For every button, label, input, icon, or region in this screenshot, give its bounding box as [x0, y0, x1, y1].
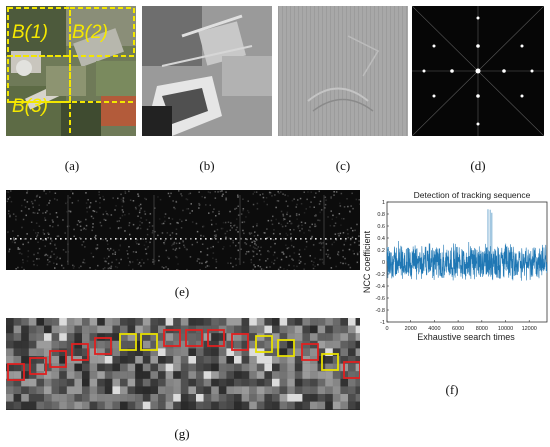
caption-d: (d)	[470, 158, 486, 173]
tracking-box	[163, 329, 181, 347]
x-tick-labels: 0 2000 4000 6000 8000 10000 12000	[385, 320, 537, 332]
x-tick-label: 4000	[428, 326, 440, 332]
texture-image-svg	[278, 6, 408, 136]
y-tick-label: -0.8	[376, 308, 385, 314]
y-tick-label: -1	[380, 320, 385, 326]
strip-bright-row	[10, 238, 357, 240]
x-tick-label: 0	[385, 326, 388, 332]
x-tick-label: 6000	[452, 326, 464, 332]
x-axis-label: Exhaustive search times	[417, 332, 515, 342]
y-tick-labels: -1 -0.8 -0.6 -0.4 -0.2 0 0.2 0.4 0.6 0.8 1	[376, 200, 389, 326]
tracking-box	[343, 361, 360, 379]
aerial-image-svg: B(1) B(2) B(3)	[6, 6, 136, 136]
spectrum-image-svg	[412, 6, 544, 136]
y-tick-label: 0.8	[377, 212, 385, 218]
tracking-box	[277, 339, 295, 357]
x-tick-label: 10000	[498, 326, 513, 332]
tracking-box	[301, 343, 319, 361]
strip-image-svg	[6, 190, 360, 270]
x-tick-label: 8000	[476, 326, 488, 332]
tracking-box	[185, 329, 203, 347]
panel-b-grayscale-image	[142, 6, 272, 136]
y-tick-label: 0.2	[377, 248, 385, 254]
tracking-box	[119, 333, 137, 351]
x-tick-label: 2000	[405, 326, 417, 332]
label-b1: B(1)	[12, 22, 48, 43]
panel-f-ncc-chart: Detection of tracking sequence -1 -0.8 -0.…	[362, 186, 550, 346]
tracking-box	[255, 335, 273, 353]
y-tick-label: 0.4	[377, 236, 385, 242]
y-tick-label: -0.4	[376, 284, 385, 290]
panel-d-spectrum-image	[412, 6, 544, 136]
ncc-series-line	[386, 209, 548, 281]
caption-f: (f)	[445, 382, 459, 397]
strip-noise	[6, 190, 360, 270]
tracking-box	[140, 333, 158, 351]
caption-c: (c)	[335, 158, 351, 173]
y-tick-label: 0.6	[377, 224, 385, 230]
tracking-box	[7, 363, 25, 381]
label-b3: B(3)	[12, 96, 48, 117]
caption-e: (e)	[174, 284, 190, 299]
x-tick-label: 12000	[522, 326, 537, 332]
y-tick-label: -0.2	[376, 272, 385, 278]
panel-a-aerial-image: B(1) B(2) B(3)	[6, 6, 136, 136]
label-b2: B(2)	[72, 22, 108, 43]
tracking-box	[321, 353, 339, 371]
tracking-box	[207, 329, 225, 347]
tracking-box	[29, 357, 47, 375]
panel-e-strip-image	[6, 190, 360, 270]
chart-title: Detection of tracking sequence	[414, 190, 531, 200]
block-image-svg	[6, 318, 360, 410]
panel-g-block-image	[6, 318, 360, 410]
grayscale-image-svg	[142, 6, 272, 136]
tracking-box	[71, 343, 89, 361]
y-tick-label: 0	[382, 260, 385, 266]
tracking-box	[49, 350, 67, 368]
y-tick-label: 1	[382, 200, 385, 206]
caption-b: (b)	[199, 158, 215, 173]
ncc-chart-svg: Detection of tracking sequence -1 -0.8 -0.…	[362, 190, 548, 342]
tracking-box	[231, 333, 249, 351]
panel-c-texture-image	[278, 6, 408, 136]
tracking-box	[94, 337, 112, 355]
y-axis-label: NCC coefficient	[362, 230, 372, 293]
caption-a: (a)	[64, 158, 80, 173]
caption-g: (g)	[174, 426, 190, 441]
y-tick-label: -0.6	[376, 296, 385, 302]
